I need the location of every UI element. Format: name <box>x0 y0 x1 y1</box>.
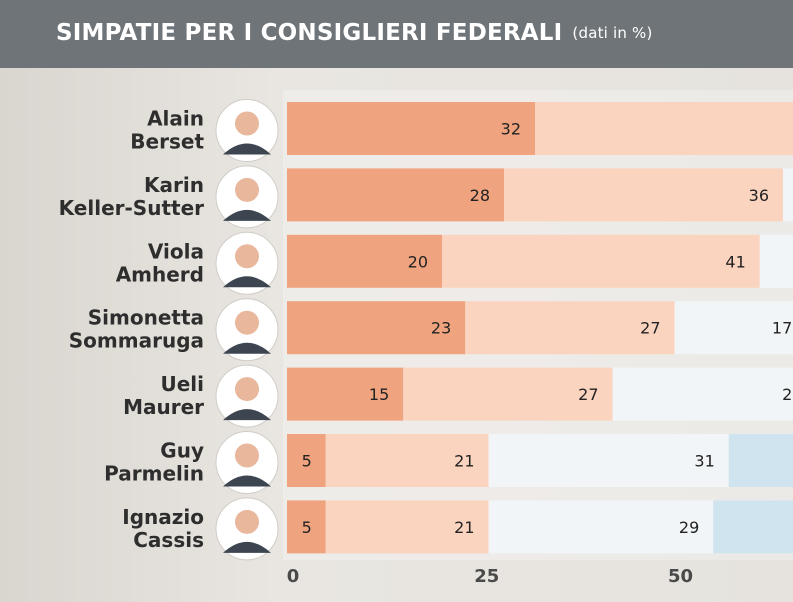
bar-segment <box>287 434 326 487</box>
data-label: 41 <box>725 252 745 271</box>
data-label: 2 <box>782 385 792 404</box>
bar-segment <box>325 434 489 487</box>
bar-segment <box>759 234 793 288</box>
category-label: Ueli Maurer <box>123 372 204 419</box>
bar-segment <box>287 301 466 355</box>
title-bar <box>0 0 793 68</box>
data-label: 15 <box>369 385 389 404</box>
stacked-bar-chart: Alain Berset 32 Karin Keller-Sutter 28 36 Viola… <box>59 90 793 587</box>
portrait-suit-icon <box>223 276 271 288</box>
chart-subtitle: (dati in %) <box>572 24 653 42</box>
bar-segment <box>713 500 793 554</box>
data-label: 17 <box>772 319 792 338</box>
portrait-face-icon <box>235 310 259 335</box>
portrait-suit-icon <box>223 541 271 553</box>
data-label: 29 <box>679 518 699 537</box>
bar-segment <box>783 168 793 222</box>
bar-segment <box>287 168 504 222</box>
portrait-face-icon <box>235 377 259 402</box>
bar-segment <box>674 301 793 355</box>
data-label: 31 <box>694 452 714 471</box>
bar-segment <box>287 500 326 554</box>
category-label: Simonetta Sommaruga <box>69 306 204 353</box>
category-label: Guy Parmelin <box>104 439 204 486</box>
chart-title: SIMPATIE PER I CONSIGLIERI FEDERALI (dati… <box>56 20 653 46</box>
category-label: Ignazio Cassis <box>122 505 204 552</box>
bar-segment <box>287 367 404 421</box>
bar-segment <box>287 234 442 288</box>
portrait-suit-icon <box>223 209 271 221</box>
data-label: 36 <box>749 186 769 205</box>
x-tick-label: 25 <box>474 566 499 587</box>
portrait-suit-icon <box>223 143 271 155</box>
data-label: 20 <box>408 252 428 271</box>
data-label: 21 <box>454 452 474 471</box>
x-tick-label: 0 <box>287 566 300 587</box>
portrait-suit-icon <box>223 342 271 354</box>
bar-segment <box>612 367 793 421</box>
portrait-face-icon <box>235 244 259 269</box>
portrait-face-icon <box>235 177 259 202</box>
category-label: Karin Keller-Sutter <box>59 173 204 220</box>
bar-segment <box>535 102 793 155</box>
data-label: 32 <box>501 120 521 139</box>
x-tick-label: 50 <box>668 566 693 587</box>
data-label: 5 <box>302 452 312 471</box>
data-label: 5 <box>302 518 312 537</box>
portrait-suit-icon <box>223 409 271 421</box>
bar-segment <box>488 434 729 487</box>
portrait-face-icon <box>235 111 259 136</box>
bar-segment <box>287 102 535 155</box>
data-label: 23 <box>431 319 451 338</box>
bar-segment <box>488 500 714 554</box>
chart-title-text: SIMPATIE PER I CONSIGLIERI FEDERALI <box>56 20 563 46</box>
bar-segment <box>728 434 793 487</box>
portrait-face-icon <box>235 443 259 468</box>
data-label: 28 <box>470 186 490 205</box>
category-label: Viola Amherd <box>116 239 204 286</box>
portrait-suit-icon <box>223 475 271 487</box>
data-label: 27 <box>640 319 660 338</box>
bar-segment <box>465 301 675 355</box>
portrait-face-icon <box>235 509 259 534</box>
bar-segment <box>403 367 613 421</box>
data-label: 21 <box>454 518 474 537</box>
bar-segment <box>504 168 783 222</box>
bar-segment <box>442 234 760 288</box>
data-label: 27 <box>578 385 598 404</box>
category-label: Alain Berset <box>130 107 204 154</box>
bar-segment <box>325 500 489 554</box>
